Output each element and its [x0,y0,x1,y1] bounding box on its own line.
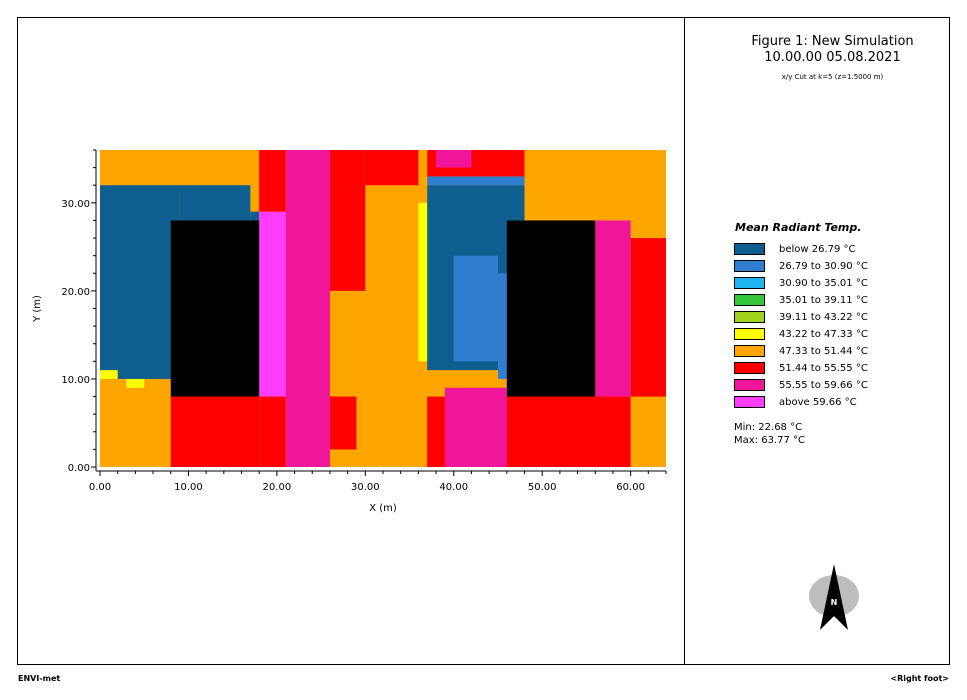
heatmap-region [179,185,251,221]
legend-label: below 26.79 °C [779,244,856,255]
min-max-stats: Min: 22.68 °C Max: 63.77 °C [734,421,805,447]
north-arrow-icon: N [809,564,859,630]
heatmap-region [329,396,357,450]
heatmap-region [427,396,445,467]
figure-title: Figure 1: New Simulation 10.00.00 05.08.… [700,34,965,66]
legend-swatch [734,345,765,357]
heatmap-region [436,150,472,168]
title-line-1: Figure 1: New Simulation [751,34,914,49]
x-tick-label: 10.00 [174,482,203,493]
max-value: Max: 63.77 °C [734,435,806,446]
legend-swatch [734,328,765,340]
heatmap-region [285,150,330,467]
heatmap-chart: 0.00 10.00 20.00 30.00 40.00 50.00 60.00 0.00 10… [32,149,667,514]
legend-swatch [734,396,765,408]
heatmap-region [418,202,428,362]
y-tick-label: 30.00 [61,199,90,210]
building-block [506,220,596,397]
x-tick-label: 30.00 [351,482,380,493]
heatmap-region [506,396,631,467]
legend-label: 26.79 to 30.90 °C [779,261,868,272]
heatmap-region [259,150,286,212]
x-tick-label: 60.00 [616,482,645,493]
legend-label: 47.33 to 51.44 °C [779,346,868,357]
north-label: N [831,598,838,607]
footer-right: <Right foot> [890,674,949,683]
legend-swatch [734,277,765,289]
heatmap-region [100,185,180,379]
y-axis-label: Y (m) [32,295,43,323]
legend-swatch [734,260,765,272]
legend-swatch [734,243,765,255]
heatmap-region [630,238,666,397]
legend-swatch [734,379,765,391]
y-tick-label: 20.00 [61,287,90,298]
legend-label: 43.22 to 47.33 °C [779,329,868,340]
heatmap-region [365,150,419,186]
y-tick-label: 10.00 [61,375,90,386]
x-tick-label: 20.00 [263,482,292,493]
legend-title: Mean Radiant Temp. [735,221,862,234]
heatmap-region [100,370,118,379]
heatmap-region [453,255,498,362]
min-value: Min: 22.68 °C [734,422,803,433]
panel-divider [684,17,685,665]
legend-swatch [734,311,765,323]
cut-subtitle: x/y Cut at k=5 (z=1.5000 m) [781,73,884,81]
legend-label: above 59.66 °C [779,397,857,408]
legend-label: 35.01 to 39.11 °C [779,295,868,306]
x-tick-label: 50.00 [528,482,557,493]
x-axis-label: X (m) [369,503,397,514]
heatmap-region [250,211,260,221]
footer-left: ENVI-met [18,674,61,683]
x-tick-label: 0.00 [89,482,111,493]
legend-swatch [734,362,765,374]
heatmap-region [595,220,631,397]
legend-label: 39.11 to 43.22 °C [779,312,868,323]
legend-label: 55.55 to 59.66 °C [779,380,868,391]
x-tick-label: 40.00 [439,482,468,493]
figure-frame [17,17,950,665]
building-block [170,220,260,397]
heatmap-region [259,211,286,397]
y-tick-label: 0.00 [68,463,90,474]
heatmap-region [259,396,286,467]
heatmap-region [170,396,260,467]
heatmap-region [444,387,507,467]
heatmap-region [126,378,145,388]
heatmap-region [329,150,366,291]
legend-label: 30.90 to 35.01 °C [779,278,868,289]
legend-swatch [734,294,765,306]
title-line-2: 10.00.00 05.08.2021 [764,50,901,65]
legend-label: 51.44 to 55.55 °C [779,363,868,374]
heatmap-region [427,176,525,186]
